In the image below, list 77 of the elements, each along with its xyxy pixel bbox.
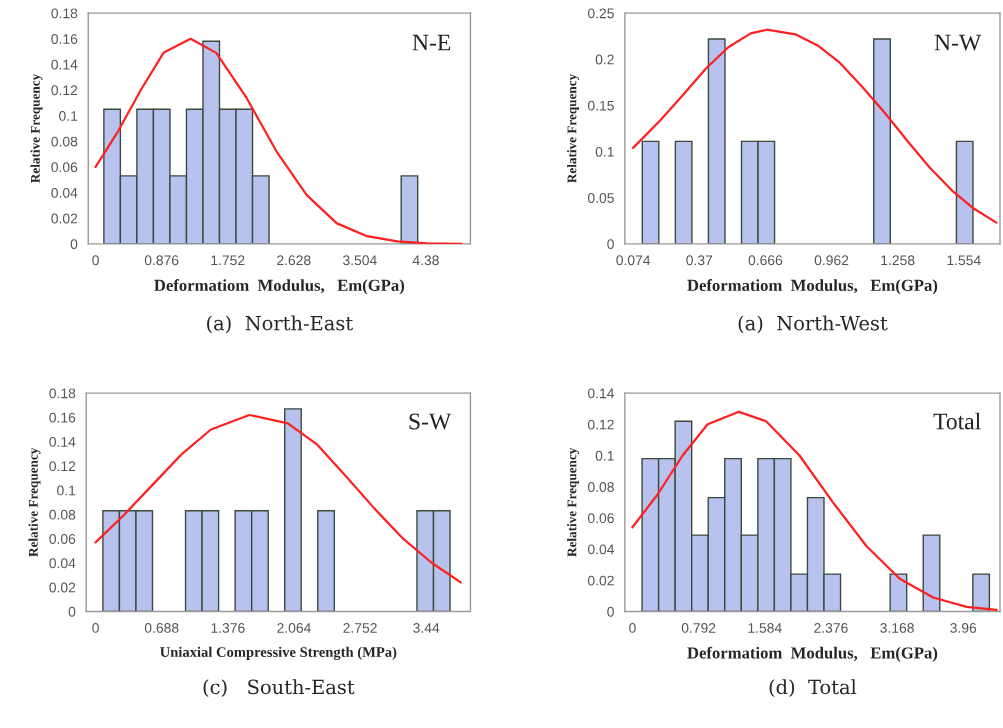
y-tick-label: 0.1 bbox=[59, 111, 78, 121]
y-tick-label: 0.14 bbox=[587, 388, 615, 399]
line-series bbox=[632, 28, 998, 224]
x-tick-label: 2.064 bbox=[277, 623, 311, 633]
y-tick-label: 0.15 bbox=[587, 100, 614, 111]
x-tick-label: 0.074 bbox=[616, 255, 651, 266]
y-tick-label: 0.16 bbox=[49, 412, 76, 423]
y-tick-label: 0.1 bbox=[595, 146, 614, 157]
y-tick-label: 0.04 bbox=[51, 187, 78, 198]
y-tick-label: 0.04 bbox=[49, 558, 76, 569]
x-tick-label: 3.44 bbox=[413, 623, 440, 633]
x-tick-label: 0.792 bbox=[681, 623, 716, 633]
y-tick-label: 0.1 bbox=[595, 450, 614, 461]
x-tick-label: 0.688 bbox=[144, 623, 179, 633]
text: (d) Total bbox=[769, 679, 857, 698]
y-tick-label: 0.25 bbox=[587, 8, 614, 19]
y-tick-label: 0.12 bbox=[49, 461, 76, 472]
x-tick-label: 1.584 bbox=[748, 623, 782, 633]
x-tick-label: 3.504 bbox=[343, 255, 377, 266]
x-tick-label: 1.376 bbox=[211, 623, 245, 633]
y-tick-label: 0.08 bbox=[51, 136, 78, 147]
y-tick-label: 0.04 bbox=[587, 544, 615, 555]
x-tick-label: 0 bbox=[629, 623, 636, 633]
x-tick-label: 1.554 bbox=[947, 255, 981, 266]
y-axis-title: Relative Frequency bbox=[567, 447, 580, 557]
line-series bbox=[631, 410, 998, 612]
y-axis-title: Relative Frequency bbox=[28, 447, 41, 557]
y-tick-label: 0.02 bbox=[49, 582, 76, 593]
y-tick-label: 0.06 bbox=[587, 513, 614, 524]
y-tick-label: 0.02 bbox=[587, 575, 614, 586]
x-tick-label: 1.752 bbox=[211, 255, 245, 266]
text: S-W bbox=[409, 413, 452, 430]
y-tick-label: 0 bbox=[70, 239, 78, 250]
y-tick-label: 0.1 bbox=[57, 485, 76, 496]
y-axis-title: Relative Frequency bbox=[30, 73, 43, 183]
text: (c) South-East bbox=[203, 679, 355, 698]
y-tick-label: 0 bbox=[607, 239, 614, 250]
y-tick-label: 0 bbox=[607, 606, 614, 617]
y-tick-label: 0.06 bbox=[51, 162, 78, 173]
x-tick-label: 0 bbox=[92, 623, 99, 633]
y-tick-label: 0.05 bbox=[587, 193, 614, 203]
x-axis-title: Deformatiom Modulus, Em(GPa) bbox=[687, 646, 938, 662]
x-tick-label: 0 bbox=[92, 255, 99, 266]
text: (a) North-West bbox=[738, 315, 888, 334]
x-tick-label: 0.962 bbox=[814, 255, 849, 266]
line-series bbox=[94, 413, 462, 584]
y-tick-label: 0.14 bbox=[51, 59, 78, 70]
x-axis-title: Deformatiom Modulus, Em(GPa) bbox=[154, 279, 405, 295]
text: (a) North-East bbox=[207, 315, 353, 334]
y-tick-label: 0.02 bbox=[51, 213, 78, 224]
x-tick-label: 2.376 bbox=[814, 623, 848, 633]
x-tick-label: 4.38 bbox=[412, 255, 439, 266]
y-tick-label: 0.12 bbox=[587, 419, 614, 430]
x-tick-label: 0.37 bbox=[686, 255, 713, 266]
y-tick-label: 0.18 bbox=[51, 8, 78, 19]
y-axis-title: Relative Frequency bbox=[567, 73, 580, 183]
x-tick-label: 3.96 bbox=[950, 623, 977, 633]
text: N-W bbox=[934, 34, 982, 51]
y-tick-label: 0.12 bbox=[51, 85, 78, 96]
x-tick-label: 0.876 bbox=[144, 255, 179, 266]
text: N-E bbox=[412, 34, 451, 51]
x-tick-label: 2.752 bbox=[343, 623, 377, 633]
x-tick-label: 3.168 bbox=[880, 623, 914, 633]
y-tick-label: 0.08 bbox=[587, 482, 614, 492]
y-tick-label: 0.2 bbox=[595, 54, 614, 65]
y-tick-label: 0.06 bbox=[49, 534, 76, 544]
text: Total bbox=[933, 412, 981, 430]
y-tick-label: 0.08 bbox=[49, 509, 76, 520]
y-tick-label: 0.16 bbox=[51, 34, 78, 44]
y-tick-label: 0.18 bbox=[49, 388, 76, 399]
x-tick-label: 1.258 bbox=[881, 255, 915, 266]
x-axis-title: Uniaxial Compressive Strength (MPa) bbox=[160, 646, 397, 661]
x-axis-title: Deformatiom Modulus, Em(GPa) bbox=[687, 279, 938, 295]
y-tick-label: 0 bbox=[68, 606, 76, 617]
x-tick-label: 0.666 bbox=[748, 255, 783, 266]
x-tick-label: 2.628 bbox=[277, 255, 311, 266]
y-tick-label: 0.14 bbox=[49, 436, 76, 447]
